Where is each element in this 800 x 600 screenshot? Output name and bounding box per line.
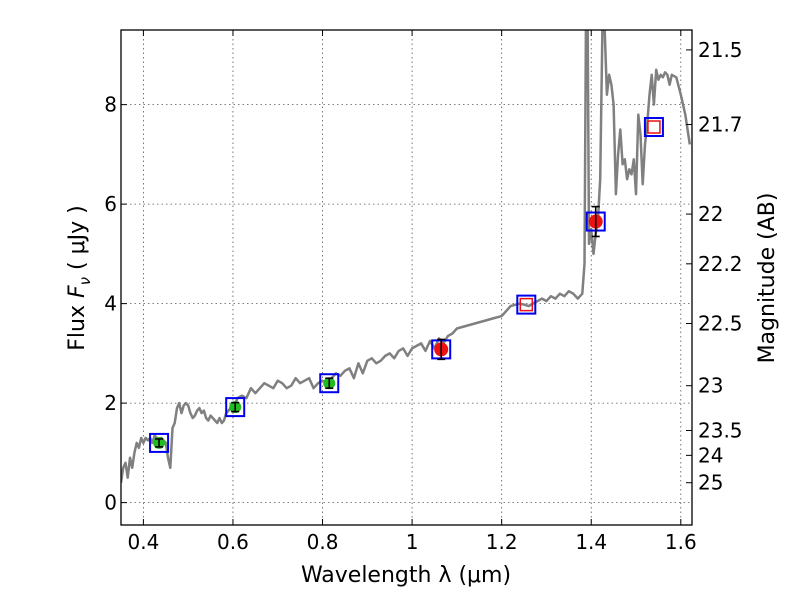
magnitude-axis-ticks: 21.5 21.7 22 22.2 22.5 23 23.524 25	[686, 38, 743, 495]
magnitude-tick-label: 23.5	[698, 418, 743, 442]
magnitude-tick-label: 23	[698, 374, 723, 398]
plot-frame	[120, 29, 693, 526]
model-box-inner	[647, 120, 661, 134]
magnitude-tick-label: 24	[698, 443, 723, 467]
x-tick-label: 1.2	[486, 530, 518, 554]
model-box	[319, 373, 340, 394]
x-tick-label: 1	[406, 530, 419, 554]
x-tick-label: 1.4	[575, 530, 607, 554]
model-box	[149, 432, 170, 453]
y-tick-label: 0	[104, 491, 117, 515]
grid-lines	[121, 30, 692, 525]
x-tick-label: 0.4	[127, 530, 159, 554]
y-axis-ticks: 0 2 4 6 8	[104, 93, 127, 515]
magnitude-axis-label: Magnitude (AB)	[755, 193, 780, 364]
magnitude-tick-label: 21.7	[698, 113, 743, 137]
magnitude-tick-label: 25	[698, 471, 723, 495]
photometry-points	[153, 205, 603, 449]
x-tick-label: 1.6	[665, 530, 697, 554]
y-tick-label: 4	[104, 292, 117, 316]
magnitude-tick-label: 22	[698, 202, 723, 226]
model-box	[225, 397, 246, 418]
model-box-inner	[519, 297, 534, 312]
x-tick-label: 0.8	[307, 530, 339, 554]
magnitude-tick-label: 22.2	[698, 252, 743, 276]
model-box	[516, 294, 537, 315]
y-axis-label: Flux Fν ( μJy )	[65, 205, 94, 350]
y-tick-label: 6	[104, 192, 117, 216]
magnitude-tick-label: 21.5	[698, 38, 743, 62]
magnitude-tick-label: 22.5	[698, 312, 743, 336]
model-box	[643, 117, 664, 138]
x-axis-ticks: 0.4 0.6 0.8 1 1.2 1.4 1.6	[127, 30, 697, 554]
y-tick-label: 8	[104, 93, 117, 117]
x-tick-label: 0.6	[217, 530, 249, 554]
y-tick-label: 2	[104, 391, 117, 415]
spectrum-line	[121, 30, 692, 483]
x-axis-label: Wavelength λ (μm)	[301, 563, 511, 588]
